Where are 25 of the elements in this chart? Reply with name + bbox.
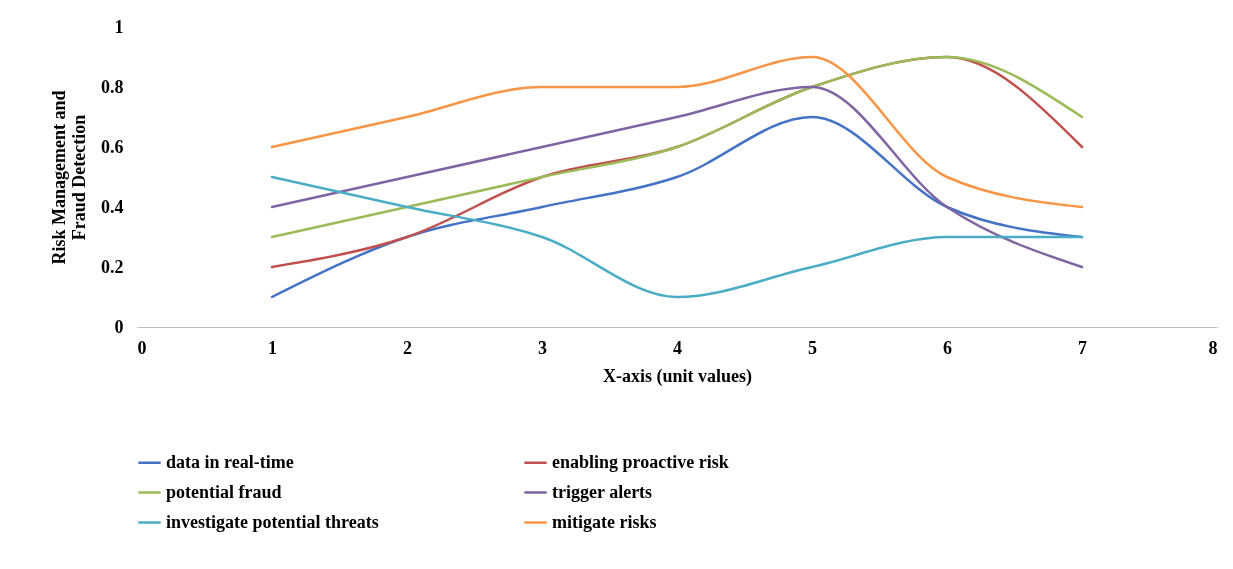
legend-label: mitigate risks <box>552 511 657 532</box>
x-axis-title: X-axis (unit values) <box>602 365 753 387</box>
y-axis-title: Risk Management and Fraud Detection <box>49 90 89 265</box>
x-tick-label: 0 <box>137 337 147 358</box>
legend-label: enabling proactive risk <box>552 451 729 472</box>
legend-label: trigger alerts <box>552 481 653 502</box>
line-series <box>270 55 1084 209</box>
x-tick-label: 2 <box>403 337 412 358</box>
x-tick-label: 3 <box>538 337 547 358</box>
x-tick-label: 8 <box>1208 337 1218 358</box>
y-tick-label: 1 <box>114 16 124 37</box>
line-series <box>270 175 1084 299</box>
y-tick-label: 0 <box>114 316 124 337</box>
y-tick-label: 0.6 <box>101 136 124 157</box>
y-tick-label: 0.4 <box>101 196 124 217</box>
x-tick-label: 5 <box>808 337 817 358</box>
legend-label: investigate potential threats <box>166 511 379 532</box>
x-tick-label: 4 <box>673 337 682 358</box>
legend-label: potential fraud <box>166 481 282 502</box>
x-tick-label: 6 <box>943 337 952 358</box>
x-tick-label: 1 <box>268 337 277 358</box>
x-tick-label: 7 <box>1078 337 1087 358</box>
legend-label: data in real-time <box>166 451 294 472</box>
y-tick-label: 0.8 <box>101 76 124 97</box>
y-tick-label: 0.2 <box>101 256 124 277</box>
